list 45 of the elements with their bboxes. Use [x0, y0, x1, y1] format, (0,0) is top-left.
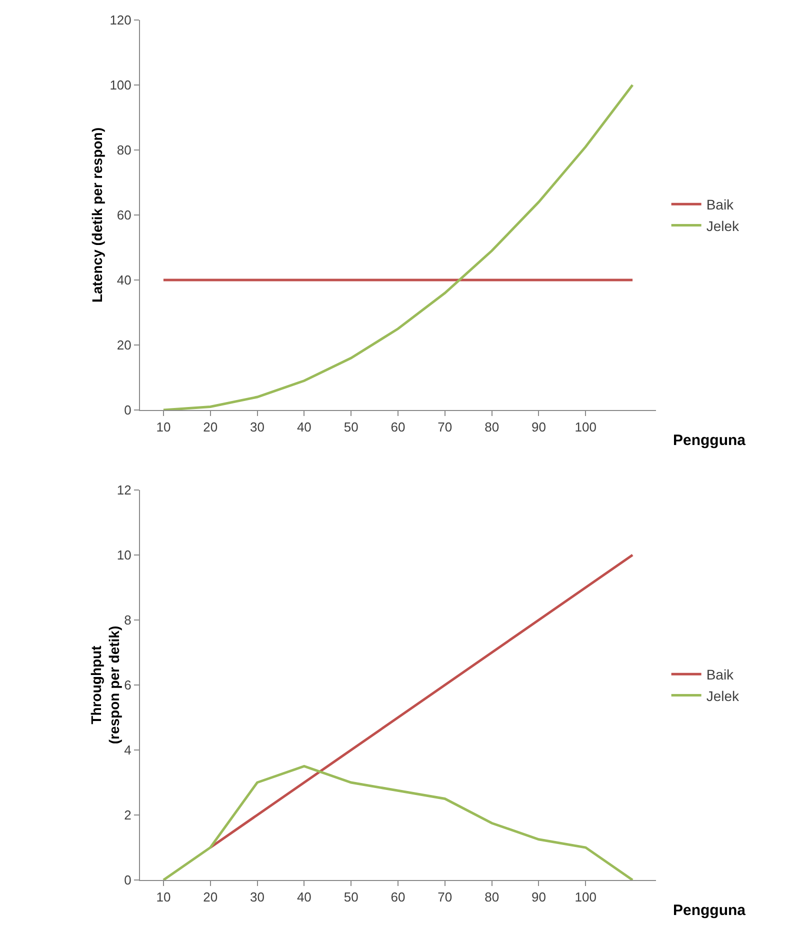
- x-tick-label: 50: [344, 890, 358, 905]
- y-tick-label: 10: [116, 548, 132, 563]
- y-tick-label: 8: [124, 612, 132, 628]
- x-tick-label: 30: [250, 890, 265, 905]
- x-tick-label: 100: [574, 890, 596, 905]
- y-tick-label: 120: [110, 12, 132, 28]
- y-tick-label: 0: [124, 872, 132, 888]
- legend-label: Jelek: [706, 688, 740, 704]
- x-tick-label: 60: [390, 890, 406, 905]
- legend-label: Baik: [706, 196, 735, 213]
- legend-label: Jelek: [706, 218, 740, 234]
- y-tick-label: 4: [124, 742, 132, 758]
- x-tick-label: 90: [531, 420, 546, 435]
- line-series: [162, 84, 634, 410]
- x-axis-title: Pengguna: [673, 902, 746, 919]
- y-tick-label: 100: [110, 78, 132, 93]
- x-tick-label: 30: [250, 420, 265, 435]
- y-axis-title: Throughput (respon per detik): [88, 626, 122, 744]
- x-axis-title: Pengguna: [673, 432, 746, 449]
- y-tick-label: 12: [116, 482, 132, 498]
- x-tick-label: 80: [484, 890, 500, 905]
- x-tick-label: 90: [531, 890, 546, 905]
- line-series: [209, 554, 634, 849]
- y-tick-label: 20: [116, 338, 132, 353]
- x-tick-label: 50: [344, 420, 358, 435]
- x-tick-label: 60: [390, 420, 406, 435]
- x-tick-label: 40: [296, 890, 312, 905]
- y-tick-label: 6: [124, 678, 132, 693]
- x-tick-label: 10: [156, 420, 171, 435]
- x-tick-label: 70: [438, 420, 452, 435]
- y-tick-label: 80: [116, 142, 132, 158]
- x-tick-label: 20: [203, 890, 218, 905]
- x-tick-label: 100: [574, 420, 596, 435]
- x-tick-label: 70: [438, 890, 452, 905]
- y-tick-label: 60: [116, 208, 132, 223]
- x-tick-label: 20: [203, 420, 218, 435]
- line-series: [162, 765, 634, 880]
- y-tick-label: 2: [124, 808, 132, 823]
- x-tick-label: 40: [296, 420, 312, 435]
- legend-label: Baik: [706, 666, 735, 683]
- x-tick-label: 10: [156, 890, 171, 905]
- y-tick-label: 0: [124, 402, 132, 418]
- x-tick-label: 80: [484, 420, 500, 435]
- y-tick-label: 40: [116, 272, 132, 288]
- y-axis-title: Latency (detik per respon): [89, 127, 105, 303]
